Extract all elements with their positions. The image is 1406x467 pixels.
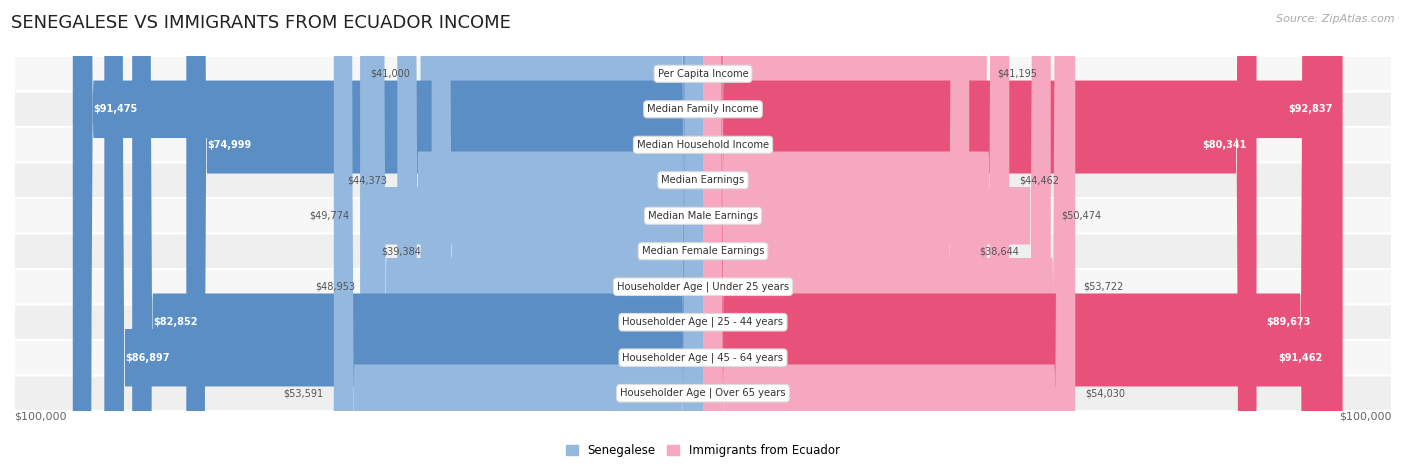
- FancyBboxPatch shape: [132, 0, 703, 467]
- Text: $82,852: $82,852: [153, 317, 197, 327]
- Text: $100,000: $100,000: [14, 412, 66, 422]
- FancyBboxPatch shape: [703, 0, 1343, 467]
- FancyBboxPatch shape: [104, 0, 703, 467]
- Text: $53,591: $53,591: [284, 388, 323, 398]
- FancyBboxPatch shape: [420, 0, 703, 467]
- FancyBboxPatch shape: [333, 0, 703, 467]
- Text: Householder Age | 45 - 64 years: Householder Age | 45 - 64 years: [623, 353, 783, 363]
- Text: Householder Age | Under 25 years: Householder Age | Under 25 years: [617, 282, 789, 292]
- Text: $89,673: $89,673: [1265, 317, 1310, 327]
- FancyBboxPatch shape: [14, 127, 1392, 163]
- FancyBboxPatch shape: [14, 163, 1392, 198]
- FancyBboxPatch shape: [398, 0, 703, 467]
- FancyBboxPatch shape: [703, 0, 1333, 467]
- Text: Householder Age | 25 - 44 years: Householder Age | 25 - 44 years: [623, 317, 783, 327]
- FancyBboxPatch shape: [703, 0, 1073, 467]
- FancyBboxPatch shape: [14, 56, 1392, 92]
- Text: SENEGALESE VS IMMIGRANTS FROM ECUADOR INCOME: SENEGALESE VS IMMIGRANTS FROM ECUADOR IN…: [11, 14, 512, 32]
- FancyBboxPatch shape: [703, 0, 969, 467]
- FancyBboxPatch shape: [14, 340, 1392, 375]
- Text: $92,837: $92,837: [1288, 104, 1333, 114]
- Text: Median Male Earnings: Median Male Earnings: [648, 211, 758, 221]
- Legend: Senegalese, Immigrants from Ecuador: Senegalese, Immigrants from Ecuador: [561, 439, 845, 462]
- Text: Median Family Income: Median Family Income: [647, 104, 759, 114]
- Text: $86,897: $86,897: [125, 353, 170, 363]
- FancyBboxPatch shape: [187, 0, 703, 467]
- Text: $100,000: $100,000: [1340, 412, 1392, 422]
- Text: $49,774: $49,774: [309, 211, 350, 221]
- Text: $39,384: $39,384: [381, 246, 422, 256]
- Text: $41,000: $41,000: [370, 69, 411, 79]
- FancyBboxPatch shape: [14, 375, 1392, 411]
- Text: Per Capita Income: Per Capita Income: [658, 69, 748, 79]
- Text: $74,999: $74,999: [207, 140, 252, 150]
- FancyBboxPatch shape: [366, 0, 703, 467]
- Text: $38,644: $38,644: [980, 246, 1019, 256]
- Text: $53,722: $53,722: [1084, 282, 1123, 292]
- Text: Median Household Income: Median Household Income: [637, 140, 769, 150]
- FancyBboxPatch shape: [73, 0, 703, 467]
- Text: $50,474: $50,474: [1062, 211, 1101, 221]
- Text: Householder Age | Over 65 years: Householder Age | Over 65 years: [620, 388, 786, 398]
- Text: $80,341: $80,341: [1202, 140, 1246, 150]
- FancyBboxPatch shape: [432, 0, 703, 467]
- Text: $48,953: $48,953: [315, 282, 356, 292]
- FancyBboxPatch shape: [703, 0, 1050, 467]
- FancyBboxPatch shape: [703, 0, 1010, 467]
- FancyBboxPatch shape: [703, 0, 1257, 467]
- FancyBboxPatch shape: [703, 0, 1320, 467]
- FancyBboxPatch shape: [14, 234, 1392, 269]
- Text: $54,030: $54,030: [1085, 388, 1126, 398]
- FancyBboxPatch shape: [14, 198, 1392, 234]
- FancyBboxPatch shape: [703, 0, 1076, 467]
- Text: $44,373: $44,373: [347, 175, 387, 185]
- Text: Median Female Earnings: Median Female Earnings: [641, 246, 765, 256]
- Text: $44,462: $44,462: [1019, 175, 1060, 185]
- FancyBboxPatch shape: [703, 0, 987, 467]
- FancyBboxPatch shape: [14, 269, 1392, 304]
- Text: Source: ZipAtlas.com: Source: ZipAtlas.com: [1277, 14, 1395, 24]
- Text: $91,462: $91,462: [1278, 353, 1323, 363]
- FancyBboxPatch shape: [14, 92, 1392, 127]
- Text: Median Earnings: Median Earnings: [661, 175, 745, 185]
- FancyBboxPatch shape: [14, 304, 1392, 340]
- Text: $91,475: $91,475: [93, 104, 138, 114]
- Text: $41,195: $41,195: [997, 69, 1038, 79]
- FancyBboxPatch shape: [360, 0, 703, 467]
